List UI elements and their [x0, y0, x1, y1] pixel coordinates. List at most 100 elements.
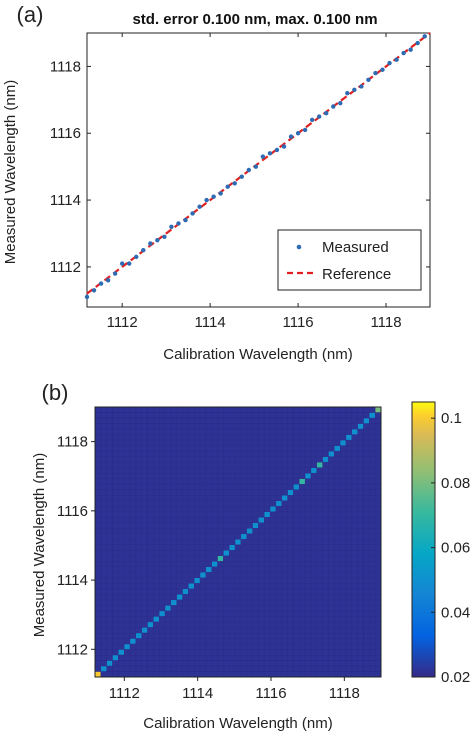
heatmap-cell	[264, 621, 271, 628]
heatmap-cell	[246, 572, 253, 578]
heatmap-cell	[223, 478, 230, 485]
heatmap-cell	[124, 517, 131, 523]
heatmap-cell	[118, 450, 125, 457]
heatmap-cell	[252, 533, 259, 540]
heatmap-cell	[217, 671, 224, 678]
heatmap-cell	[281, 506, 288, 512]
heatmap-cell	[328, 472, 335, 479]
heatmap-cell	[217, 594, 224, 601]
heatmap-cell	[293, 434, 300, 441]
heatmap-cell	[374, 472, 382, 479]
heatmap-cell	[240, 528, 247, 534]
heatmap-cell	[124, 671, 131, 678]
heatmap-cell	[124, 450, 131, 457]
heatmap-cell	[374, 511, 382, 518]
heatmap-cell	[211, 456, 218, 463]
heatmap-cell	[339, 445, 347, 452]
heatmap-cell	[287, 500, 294, 507]
heatmap-cell	[334, 599, 341, 606]
heatmap-cell	[118, 594, 125, 601]
heatmap-cell	[176, 649, 183, 656]
heatmap-cell	[176, 439, 183, 446]
heatmap-cell	[299, 450, 306, 457]
heatmap-cell	[334, 594, 341, 601]
heatmap-cell	[269, 423, 277, 430]
heatmap-cell	[217, 500, 224, 507]
heatmap-cell	[374, 489, 382, 496]
heatmap-cell	[310, 610, 317, 617]
heatmap-cell	[246, 467, 253, 474]
heatmap-cell	[299, 643, 306, 650]
heatmap-cell	[287, 417, 294, 424]
heatmap-cell	[264, 583, 271, 590]
heatmap-cell	[153, 550, 160, 556]
heatmap-cell	[164, 428, 172, 435]
heatmap-cell	[269, 406, 277, 413]
heatmap-cell	[164, 605, 172, 612]
heatmap-cell	[275, 506, 282, 512]
heatmap-cell	[182, 583, 189, 590]
heatmap-cell	[275, 467, 282, 474]
heatmap-cell	[153, 500, 160, 507]
heatmap-cell	[100, 445, 107, 452]
heatmap-cell	[124, 412, 131, 419]
heatmap-cell	[351, 544, 358, 551]
heatmap-cell	[141, 550, 148, 556]
heatmap-cell	[269, 594, 277, 601]
heatmap-cell	[199, 632, 207, 639]
heatmap-cell	[264, 627, 271, 634]
heatmap-cell	[304, 621, 312, 628]
heatmap-cell	[199, 671, 207, 678]
y-tick-label-b: 1112	[57, 641, 88, 658]
heatmap-cell	[194, 665, 201, 672]
heatmap-cell	[182, 472, 189, 479]
heatmap-cell	[129, 550, 137, 556]
heatmap-cell	[124, 654, 131, 661]
heatmap-cell	[188, 561, 195, 567]
heatmap-cell	[159, 632, 166, 639]
heatmap-cell	[357, 555, 364, 562]
heatmap-cell	[164, 638, 172, 645]
heatmap-cell	[141, 511, 148, 518]
heatmap-cell	[118, 533, 125, 540]
heatmap-cell	[287, 528, 294, 534]
heatmap-cell	[141, 671, 148, 678]
heatmap-cell	[106, 417, 113, 424]
heatmap-cell	[170, 467, 177, 474]
heatmap-cell	[275, 588, 282, 595]
heatmap-cell	[164, 522, 172, 529]
heatmap-cell	[252, 671, 259, 678]
heatmap-cell	[316, 555, 323, 562]
heatmap-cell	[112, 539, 119, 545]
heatmap-cell	[147, 610, 154, 617]
heatmap-cell	[194, 610, 201, 617]
heatmap-cell	[316, 528, 323, 534]
heatmap-cell	[269, 456, 277, 463]
heatmap-cell	[351, 428, 358, 435]
heatmap-cell	[234, 500, 242, 507]
heatmap-cell	[252, 528, 259, 534]
heatmap-cell	[234, 445, 242, 452]
heatmap-cell	[217, 649, 224, 656]
heatmap-cell	[328, 599, 335, 606]
heatmap-cell	[334, 561, 341, 567]
heatmap-cell	[199, 461, 207, 468]
heatmap-cell	[328, 539, 335, 545]
heatmap-cell	[374, 594, 382, 601]
heatmap-cell	[316, 483, 323, 490]
heatmap-cell	[100, 660, 107, 667]
heatmap-cell	[205, 577, 212, 584]
heatmap-cell	[217, 412, 224, 419]
heatmap-cell	[100, 450, 107, 457]
heatmap-cell	[246, 550, 253, 556]
heatmap-cell	[339, 461, 347, 468]
heatmap-cell	[234, 594, 242, 601]
heatmap-cell	[275, 511, 282, 518]
heatmap-cell	[153, 561, 160, 567]
heatmap-cell	[94, 566, 102, 573]
heatmap-cell	[153, 649, 160, 656]
heatmap-cell	[339, 550, 347, 556]
heatmap-cell	[328, 445, 335, 452]
heatmap-cell	[246, 654, 253, 661]
heatmap-cell	[217, 489, 224, 496]
